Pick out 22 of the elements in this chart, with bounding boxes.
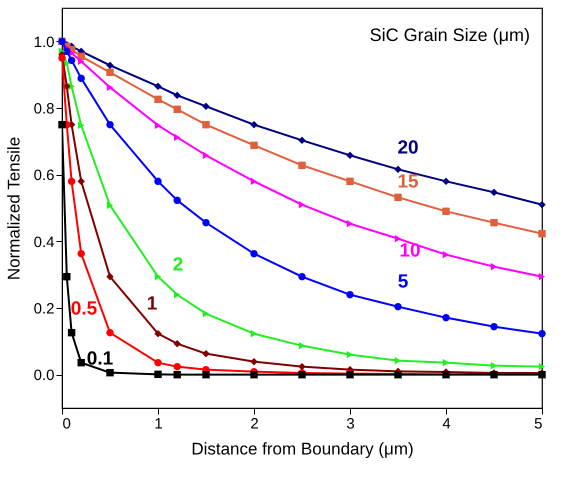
x-tick-label: 5 [534, 416, 542, 432]
series-label: 15 [397, 171, 419, 192]
y-tick-label: 1.0 [34, 34, 54, 51]
y-tick-label: 0.8 [34, 100, 54, 118]
y-tick-label: 0.4 [34, 234, 54, 251]
y-tick-label: 0.0 [34, 367, 54, 384]
legend-title: SiC Grain Size (μm) [370, 25, 530, 45]
series-label: 2 [172, 254, 184, 276]
series-label: 20 [397, 137, 419, 158]
x-tick-label: 0 [62, 416, 71, 432]
x-axis-title: Distance from Boundary (μm) [191, 440, 414, 458]
y-axis-title: Normalized Tensile [4, 136, 24, 280]
x-tick-label: 2 [250, 416, 259, 432]
y-tick-label: 0.6 [34, 167, 54, 184]
series-label: 5 [398, 272, 409, 293]
x-tick-label: 3 [346, 416, 355, 432]
y-tick-label: 0.2 [34, 300, 54, 318]
series-label: 0.1 [86, 348, 114, 370]
x-tick-label: 1 [154, 416, 163, 432]
series-label: 1 [146, 294, 158, 315]
series-label: 0.5 [70, 298, 98, 320]
x-tick-label: 4 [442, 416, 451, 432]
